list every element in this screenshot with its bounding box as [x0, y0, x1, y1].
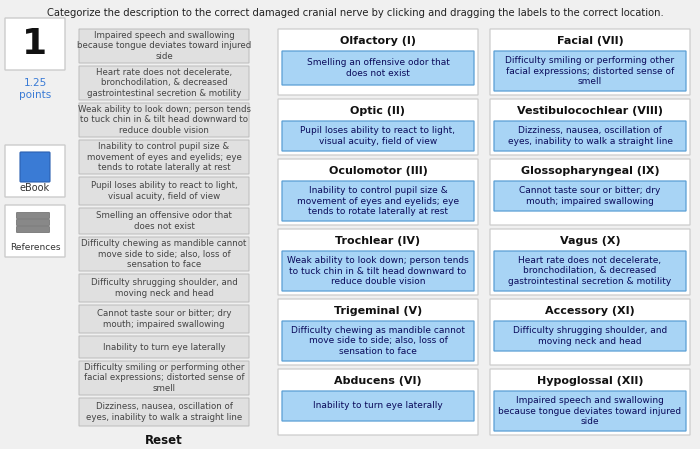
FancyBboxPatch shape	[5, 205, 65, 257]
Text: Heart rate does not decelerate,
bronchodilation, & decreased
gastrointestinal se: Heart rate does not decelerate, bronchod…	[508, 256, 671, 286]
Text: Optic (II): Optic (II)	[351, 106, 405, 116]
FancyBboxPatch shape	[278, 29, 478, 95]
Text: Olfactory (I): Olfactory (I)	[340, 36, 416, 46]
FancyBboxPatch shape	[490, 299, 690, 365]
FancyBboxPatch shape	[20, 152, 50, 182]
FancyBboxPatch shape	[494, 51, 686, 91]
FancyBboxPatch shape	[490, 99, 690, 155]
FancyBboxPatch shape	[282, 251, 474, 291]
Text: Weak ability to look down; person tends
to tuck chin in & tilt head downward to
: Weak ability to look down; person tends …	[78, 105, 251, 135]
FancyBboxPatch shape	[278, 369, 478, 435]
FancyBboxPatch shape	[490, 29, 690, 95]
Text: Difficulty smiling or performing other
facial expressions; distorted sense of
sm: Difficulty smiling or performing other f…	[84, 363, 244, 393]
FancyBboxPatch shape	[79, 103, 249, 137]
FancyBboxPatch shape	[79, 274, 249, 302]
FancyBboxPatch shape	[282, 181, 474, 221]
FancyBboxPatch shape	[490, 369, 690, 435]
Text: Difficulty shrugging shoulder, and
moving neck and head: Difficulty shrugging shoulder, and movin…	[90, 278, 237, 298]
Text: Weak ability to look down; person tends
to tuck chin in & tilt head downward to
: Weak ability to look down; person tends …	[287, 256, 469, 286]
Text: Heart rate does not decelerate,
bronchodilation, & decreased
gastrointestinal se: Heart rate does not decelerate, bronchod…	[87, 68, 242, 98]
FancyBboxPatch shape	[79, 66, 249, 100]
Text: Hypoglossal (XII): Hypoglossal (XII)	[537, 376, 643, 386]
Text: Inability to control pupil size &
movement of eyes and eyelids; eye
tends to rot: Inability to control pupil size & moveme…	[297, 186, 459, 216]
FancyBboxPatch shape	[494, 321, 686, 351]
Text: Glossopharyngeal (IX): Glossopharyngeal (IX)	[521, 166, 659, 176]
Text: Dizziness, nausea, oscillation of
eyes, inability to walk a straight line: Dizziness, nausea, oscillation of eyes, …	[508, 126, 673, 145]
Text: Facial (VII): Facial (VII)	[556, 36, 624, 46]
FancyBboxPatch shape	[17, 212, 50, 219]
Text: Abducens (VI): Abducens (VI)	[334, 376, 422, 386]
FancyBboxPatch shape	[79, 361, 249, 395]
FancyBboxPatch shape	[79, 29, 249, 63]
Text: Smelling an offensive odor that
does not exist: Smelling an offensive odor that does not…	[307, 58, 449, 78]
Text: Cannot taste sour or bitter; dry
mouth; impaired swallowing: Cannot taste sour or bitter; dry mouth; …	[97, 309, 231, 329]
FancyBboxPatch shape	[282, 321, 474, 361]
Text: Oculomotor (III): Oculomotor (III)	[328, 166, 428, 176]
FancyBboxPatch shape	[17, 220, 50, 225]
Text: Smelling an offensive odor that
does not exist: Smelling an offensive odor that does not…	[96, 211, 232, 231]
Text: Impaired speech and swallowing
because tongue deviates toward injured
side: Impaired speech and swallowing because t…	[77, 31, 251, 61]
Text: Inability to turn eye laterally: Inability to turn eye laterally	[313, 401, 443, 410]
FancyBboxPatch shape	[494, 121, 686, 151]
FancyBboxPatch shape	[494, 181, 686, 211]
FancyBboxPatch shape	[494, 251, 686, 291]
FancyBboxPatch shape	[5, 145, 65, 197]
Text: References: References	[10, 243, 60, 252]
Text: Impaired speech and swallowing
because tongue deviates toward injured
side: Impaired speech and swallowing because t…	[498, 396, 682, 426]
Text: Inability to turn eye laterally: Inability to turn eye laterally	[103, 343, 225, 352]
Text: Pupil loses ability to react to light,
visual acuity, field of view: Pupil loses ability to react to light, v…	[300, 126, 456, 145]
Text: 1.25
points: 1.25 points	[19, 78, 51, 100]
FancyBboxPatch shape	[17, 226, 50, 233]
FancyBboxPatch shape	[79, 237, 249, 271]
Text: Difficulty chewing as mandible cannot
move side to side; also, loss of
sensation: Difficulty chewing as mandible cannot mo…	[291, 326, 465, 356]
FancyBboxPatch shape	[282, 51, 474, 85]
FancyBboxPatch shape	[79, 305, 249, 333]
Text: Dizziness, nausea, oscillation of
eyes, inability to walk a straight line: Dizziness, nausea, oscillation of eyes, …	[86, 402, 242, 422]
Text: Difficulty shrugging shoulder, and
moving neck and head: Difficulty shrugging shoulder, and movin…	[513, 326, 667, 346]
Text: Vagus (X): Vagus (X)	[560, 236, 620, 246]
FancyBboxPatch shape	[79, 140, 249, 174]
FancyBboxPatch shape	[278, 99, 478, 155]
FancyBboxPatch shape	[5, 18, 65, 70]
FancyBboxPatch shape	[282, 121, 474, 151]
Text: Inability to control pupil size &
movement of eyes and eyelids; eye
tends to rot: Inability to control pupil size & moveme…	[87, 142, 242, 172]
Text: 1: 1	[22, 27, 48, 61]
Text: Trochlear (IV): Trochlear (IV)	[335, 236, 421, 246]
FancyBboxPatch shape	[79, 398, 249, 426]
FancyBboxPatch shape	[494, 391, 686, 431]
FancyBboxPatch shape	[282, 391, 474, 421]
Text: Cannot taste sour or bitter; dry
mouth; impaired swallowing: Cannot taste sour or bitter; dry mouth; …	[519, 186, 661, 206]
Text: Accessory (XI): Accessory (XI)	[545, 306, 635, 316]
FancyBboxPatch shape	[490, 229, 690, 295]
Text: Trigeminal (V): Trigeminal (V)	[334, 306, 422, 316]
FancyBboxPatch shape	[490, 159, 690, 225]
Text: Difficulty smiling or performing other
facial expressions; distorted sense of
sm: Difficulty smiling or performing other f…	[505, 56, 675, 86]
FancyBboxPatch shape	[79, 336, 249, 358]
Text: eBook: eBook	[20, 183, 50, 193]
Text: Difficulty chewing as mandible cannot
move side to side; also, loss of
sensation: Difficulty chewing as mandible cannot mo…	[81, 239, 246, 269]
FancyBboxPatch shape	[278, 159, 478, 225]
Text: Vestibulocochlear (VIII): Vestibulocochlear (VIII)	[517, 106, 663, 116]
Text: Reset: Reset	[145, 434, 183, 447]
Text: Categorize the description to the correct damaged cranial nerve by clicking and : Categorize the description to the correc…	[47, 8, 664, 18]
FancyBboxPatch shape	[278, 299, 478, 365]
FancyBboxPatch shape	[278, 229, 478, 295]
FancyBboxPatch shape	[79, 208, 249, 234]
Text: Pupil loses ability to react to light,
visual acuity, field of view: Pupil loses ability to react to light, v…	[91, 181, 237, 201]
FancyBboxPatch shape	[79, 177, 249, 205]
